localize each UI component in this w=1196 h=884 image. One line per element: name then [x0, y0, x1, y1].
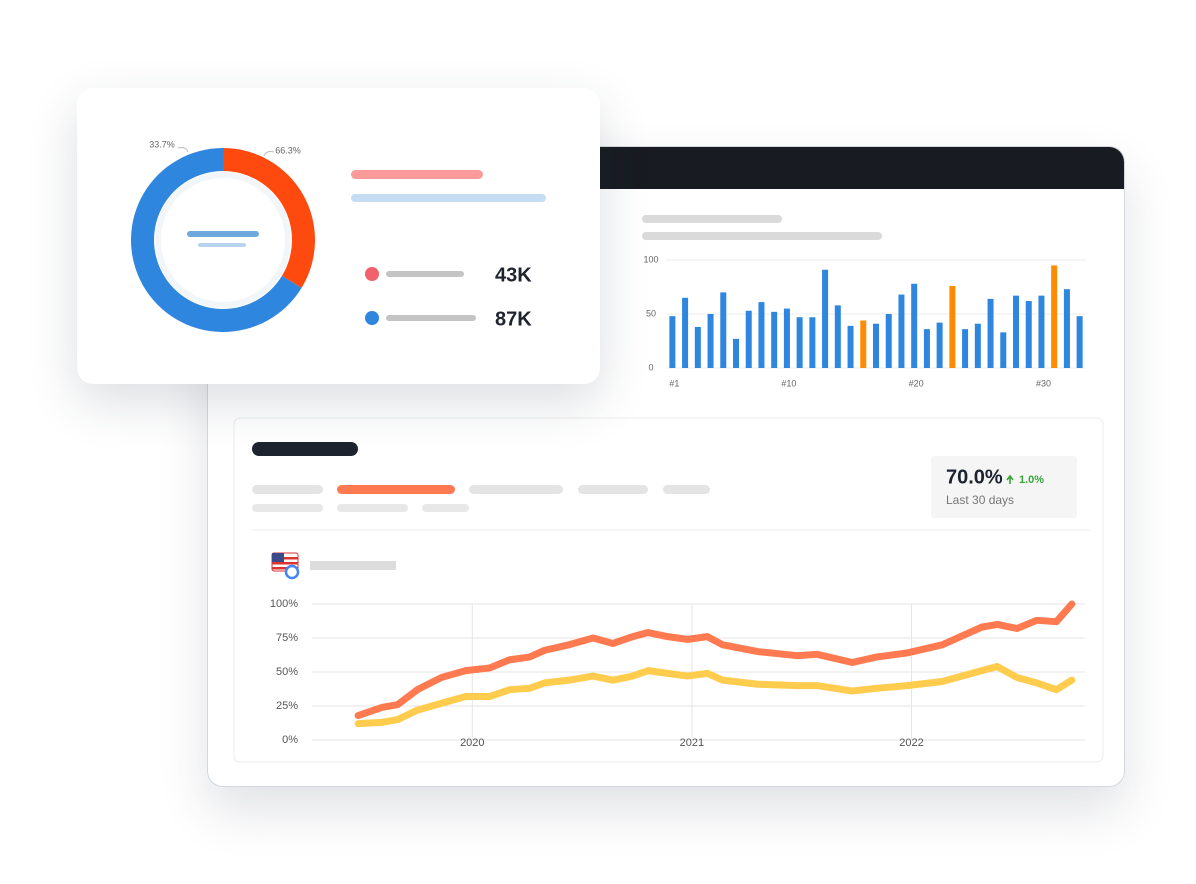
- total-value: 87K: [495, 308, 532, 330]
- bar: [1051, 265, 1058, 368]
- placeholder: [351, 194, 546, 202]
- placeholder: [187, 231, 259, 237]
- leader: [177, 147, 189, 153]
- x-tick-label: 2020: [460, 737, 484, 749]
- placeholder: [386, 315, 476, 321]
- tab: [663, 485, 710, 494]
- x-tick-label: #30: [1036, 378, 1051, 388]
- bar: [783, 308, 790, 368]
- bar: [771, 311, 778, 368]
- placeholder: [386, 271, 464, 277]
- tab: [252, 504, 323, 512]
- line-series: [354, 663, 1076, 728]
- tab: [578, 485, 648, 494]
- bar: [707, 314, 714, 368]
- total-value: 43K: [495, 264, 532, 286]
- bar: [682, 297, 689, 368]
- stat-box: [931, 456, 1077, 518]
- y-tick-label: 100%: [270, 598, 298, 610]
- legend-dot: [365, 311, 379, 325]
- bar: [1025, 301, 1032, 368]
- bar: [987, 298, 994, 368]
- bar: [669, 316, 676, 368]
- bar: [911, 283, 918, 368]
- bar: [962, 329, 969, 368]
- y-tick-label: 100: [643, 254, 658, 264]
- x-tick-label: #1: [669, 378, 679, 388]
- placeholder: [351, 170, 483, 179]
- bar: [923, 329, 930, 368]
- tab: [337, 485, 455, 494]
- bar: [745, 310, 752, 368]
- tab: [469, 485, 563, 494]
- bar: [733, 338, 739, 368]
- bar: [694, 326, 701, 368]
- stat-period: Last 30 days: [946, 493, 1014, 507]
- x-tick-label: #10: [781, 378, 796, 388]
- bar: [1038, 295, 1045, 368]
- x-tick-label: #20: [909, 378, 924, 388]
- bar: [1013, 295, 1019, 368]
- y-tick-label: 50%: [276, 666, 298, 678]
- tab: [337, 504, 408, 512]
- bar: [1000, 332, 1007, 368]
- bar: [860, 320, 867, 368]
- stat-change: 1.0%: [1019, 474, 1044, 486]
- bar: [796, 317, 803, 368]
- bar: [834, 305, 841, 368]
- bar: [822, 269, 829, 368]
- y-tick-label: 25%: [276, 700, 298, 712]
- x-tick-label: 2022: [899, 737, 923, 749]
- legend-dot: [365, 267, 379, 281]
- donut-center: [161, 178, 285, 302]
- bar: [885, 314, 892, 368]
- bar: [809, 317, 816, 368]
- value-label: 66.3%: [275, 145, 301, 155]
- placeholder: [310, 561, 396, 570]
- flag-icon: [271, 552, 300, 580]
- bar: [720, 292, 727, 368]
- bar: [1076, 316, 1083, 368]
- tab: [252, 485, 323, 494]
- placeholder: [642, 215, 782, 223]
- bar: [898, 294, 905, 368]
- tab: [422, 504, 469, 512]
- leader: [263, 151, 275, 157]
- bar: [974, 323, 981, 368]
- bar: [936, 322, 943, 368]
- line-series: [354, 600, 1076, 720]
- placeholder: [198, 243, 246, 247]
- y-tick-label: 75%: [276, 632, 298, 644]
- bar: [949, 285, 956, 368]
- bar: [847, 325, 854, 368]
- value-label: 33.7%: [149, 139, 175, 149]
- x-tick-label: 2021: [680, 737, 704, 749]
- up-arrow: [1006, 474, 1014, 484]
- bar: [1063, 289, 1070, 368]
- bar: [758, 302, 765, 368]
- placeholder: [642, 232, 882, 240]
- y-tick-label: 0%: [282, 734, 298, 746]
- y-tick-label: 0: [648, 362, 653, 372]
- donut-segment: [223, 148, 315, 288]
- stat-value: 70.0%: [946, 466, 1003, 488]
- bar: [873, 323, 879, 368]
- y-tick-label: 50: [646, 308, 656, 318]
- placeholder: [252, 442, 358, 456]
